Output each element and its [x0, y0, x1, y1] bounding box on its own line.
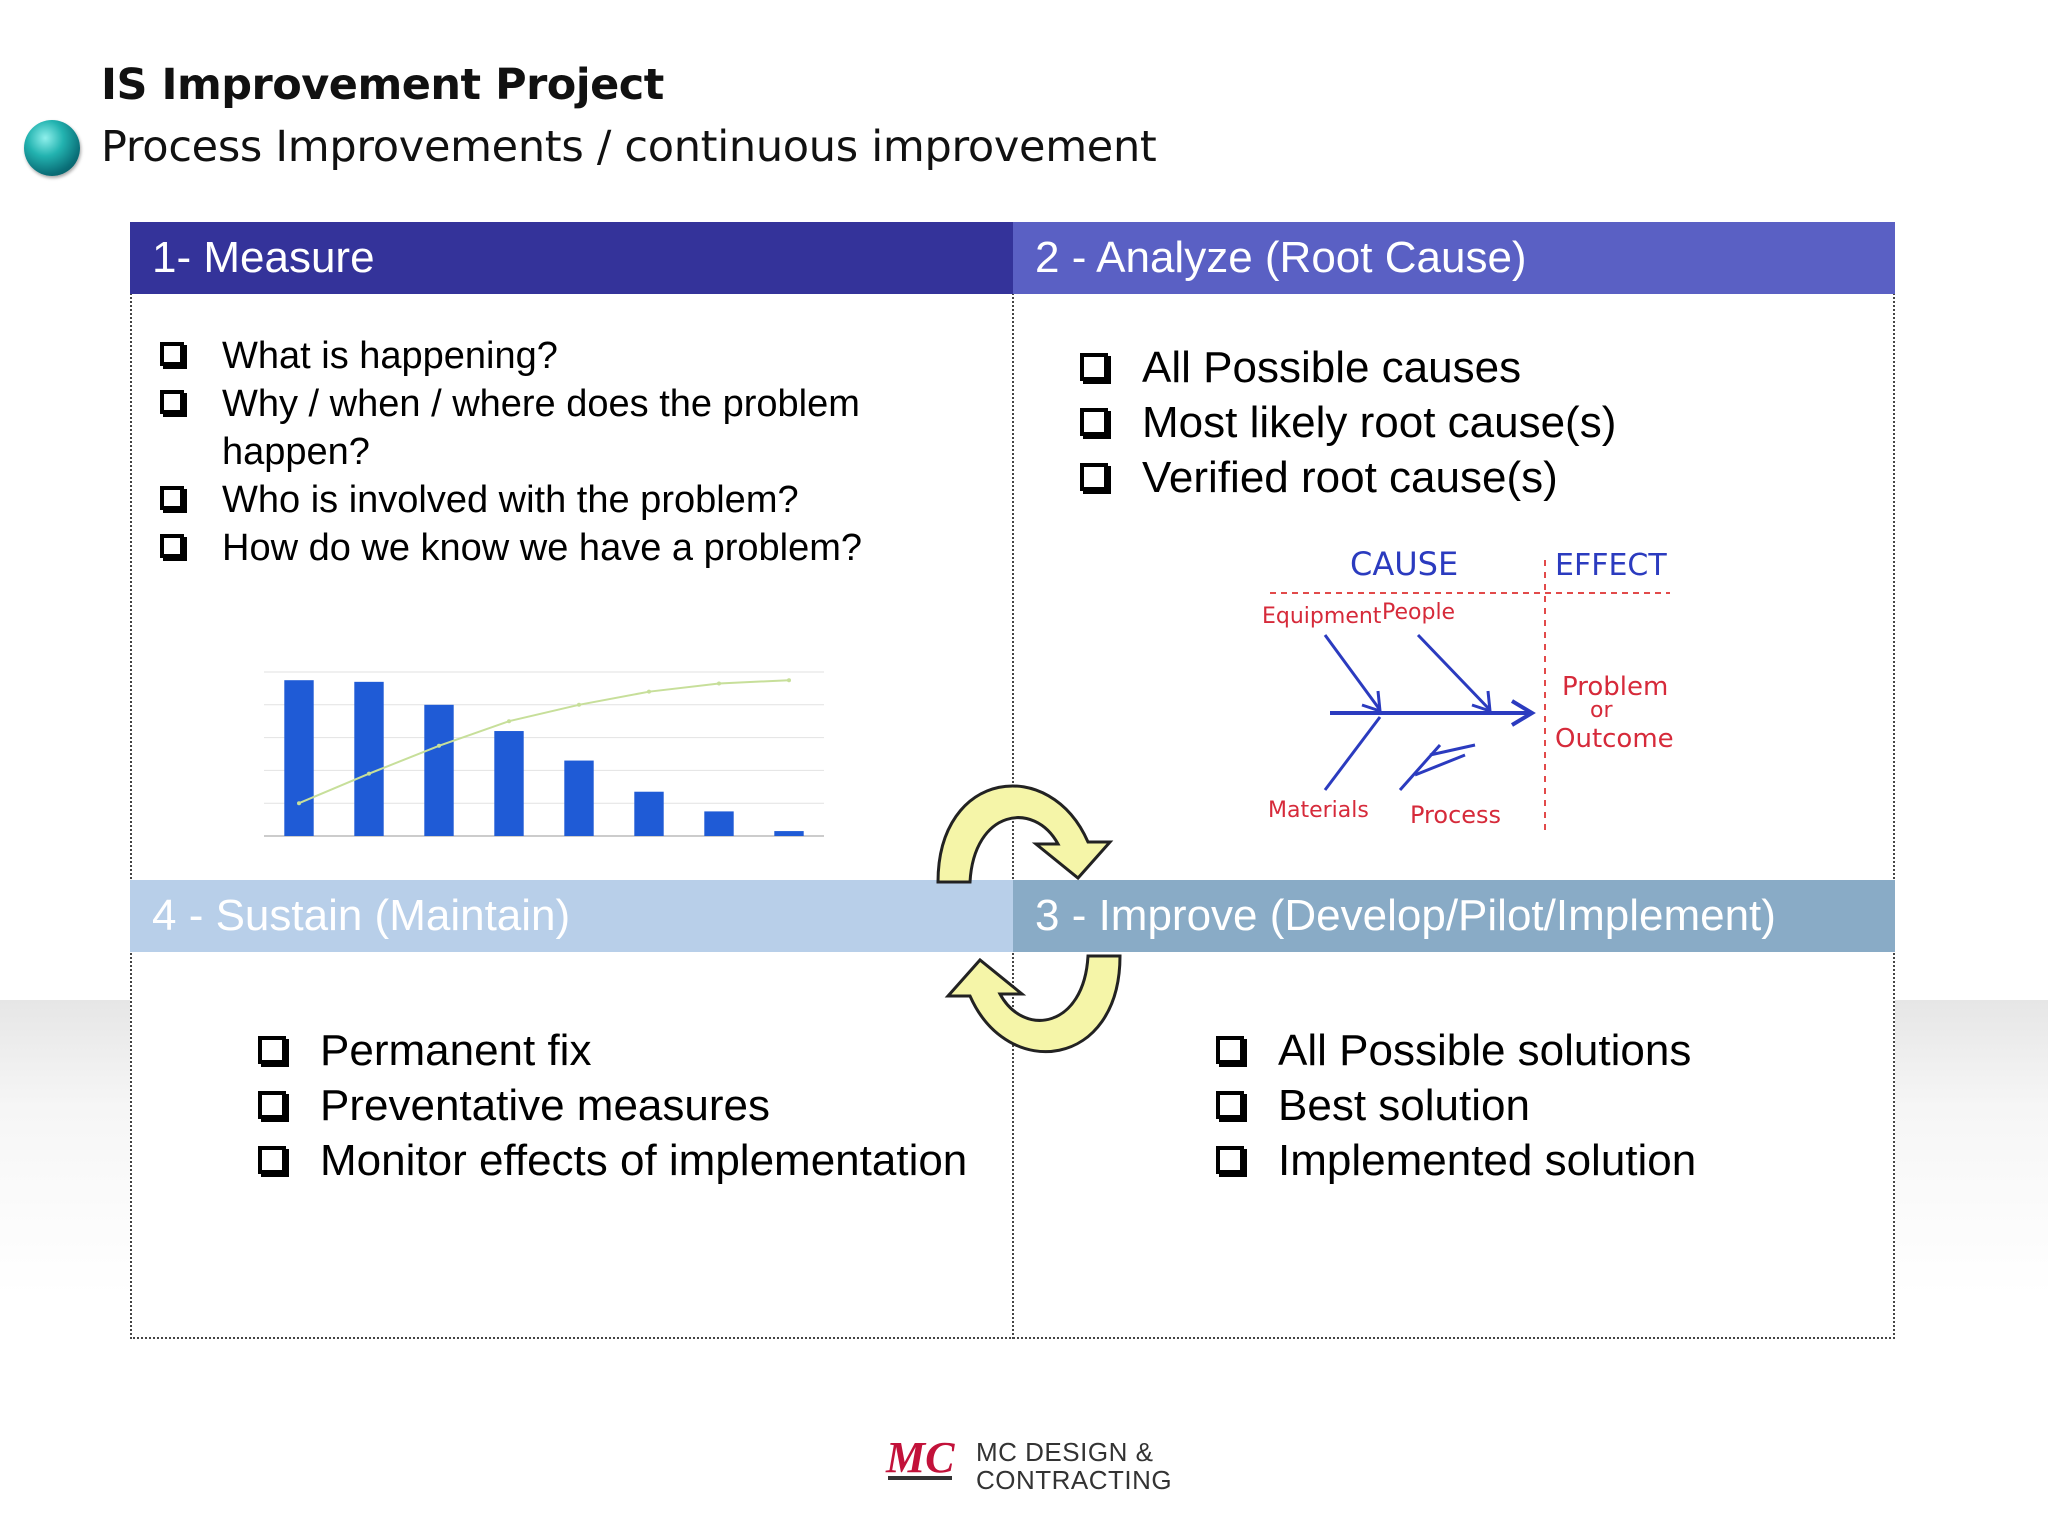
- vertical-divider: [1012, 222, 1014, 1339]
- page-title: IS Improvement Project: [101, 60, 664, 110]
- checkbox-icon: [1080, 408, 1108, 436]
- bullet-orb-icon: [24, 120, 80, 176]
- process-label: Process: [1410, 801, 1501, 829]
- logo-line-1: MC DESIGN &: [976, 1437, 1154, 1467]
- people-bone: [1416, 633, 1492, 712]
- outcome-label-1: Problem: [1562, 672, 1668, 702]
- chart-bar: [424, 704, 454, 836]
- company-logo: MC MC DESIGN & CONTRACTING: [882, 1428, 1172, 1498]
- list-item: All Possible solutions: [1216, 1023, 1856, 1078]
- cumulative-point: [367, 771, 371, 776]
- equipment-label: Equipment: [1262, 604, 1382, 629]
- measure-list: What is happening? Why / when / where do…: [160, 332, 920, 572]
- chart-background: [224, 660, 864, 860]
- cumulative-line: [298, 679, 790, 805]
- list-item: Who is involved with the problem?: [160, 476, 920, 524]
- list-item: What is happening?: [160, 332, 920, 380]
- checkbox-icon: [258, 1036, 286, 1064]
- cycle-arrows-icon: [936, 784, 1122, 1054]
- list-item: All Possible causes: [1080, 340, 1800, 395]
- materials-bone: [1323, 716, 1382, 791]
- pareto-chart: [224, 660, 864, 860]
- list-item: Verified root cause(s): [1080, 450, 1800, 505]
- list-item: Most likely root cause(s): [1080, 395, 1800, 450]
- logo-text: MC DESIGN & CONTRACTING: [976, 1438, 1172, 1494]
- logo-mark-text: MC: [885, 1433, 955, 1482]
- checkbox-icon: [1216, 1146, 1244, 1174]
- checkbox-icon: [1216, 1091, 1244, 1119]
- cycle-arrow-bottom: [944, 954, 1122, 1054]
- process-sub-bone: [1429, 743, 1476, 757]
- spine-arrowhead: [1510, 699, 1536, 727]
- people-label: People: [1382, 600, 1455, 625]
- outcome-label-2: or: [1590, 698, 1613, 723]
- people-bone-arrowhead: [1471, 690, 1492, 714]
- cycle-arrow-top: [936, 784, 1114, 884]
- cumulative-point: [717, 681, 721, 686]
- effect-label: EFFECT: [1555, 548, 1667, 583]
- outcome-label-3: Outcome: [1555, 724, 1674, 754]
- checkbox-icon: [258, 1091, 286, 1119]
- cumulative-point: [577, 702, 581, 707]
- checkbox-icon: [1216, 1036, 1244, 1064]
- equipment-bone-arrowhead: [1361, 690, 1382, 714]
- measure-header: 1- Measure: [130, 222, 1013, 294]
- checkbox-icon: [1080, 353, 1108, 381]
- list-item: Preventative measures: [258, 1078, 978, 1133]
- sustain-list: Permanent fix Preventative measures Moni…: [258, 1023, 978, 1188]
- checkbox-icon: [160, 390, 184, 414]
- chart-bar: [774, 831, 804, 836]
- list-item: Why / when / where does the problem happ…: [160, 380, 920, 476]
- list-item: Permanent fix: [258, 1023, 978, 1078]
- chart-bar: [284, 680, 314, 836]
- checkbox-icon: [160, 534, 184, 558]
- chart-bar: [704, 811, 734, 836]
- mc-logo-mark: MC: [885, 1433, 955, 1482]
- materials-label: Materials: [1268, 798, 1369, 823]
- fishbone-diagram: CAUSE EFFECT Equipment People Materials …: [1262, 545, 1674, 835]
- list-item: Implemented solution: [1216, 1133, 1856, 1188]
- list-item: How do we know we have a problem?: [160, 524, 920, 572]
- process-sub-bone: [1414, 753, 1466, 777]
- checkbox-icon: [160, 486, 184, 510]
- chart-bar: [634, 791, 664, 836]
- list-item: Monitor effects of implementation: [258, 1133, 978, 1188]
- chart-bar: [564, 760, 594, 836]
- cumulative-point: [647, 689, 651, 694]
- sustain-header: 4 - Sustain (Maintain): [130, 880, 1013, 952]
- checkbox-icon: [160, 342, 184, 366]
- page-subtitle: Process Improvements / continuous improv…: [101, 122, 1157, 172]
- cause-label: CAUSE: [1350, 545, 1458, 583]
- checkbox-icon: [258, 1146, 286, 1174]
- equipment-bone: [1323, 634, 1382, 711]
- process-bone: [1398, 744, 1442, 791]
- cumulative-point: [297, 801, 301, 806]
- checkbox-icon: [1080, 463, 1108, 491]
- list-item: Best solution: [1216, 1078, 1856, 1133]
- cumulative-point: [507, 719, 511, 724]
- logo-line-2: CONTRACTING: [976, 1465, 1173, 1495]
- improve-list: All Possible solutions Best solution Imp…: [1216, 1023, 1856, 1188]
- cumulative-point: [437, 743, 441, 748]
- cumulative-point: [787, 678, 791, 683]
- analyze-list: All Possible causes Most likely root cau…: [1080, 340, 1800, 505]
- chart-bar: [354, 681, 384, 836]
- analyze-header: 2 - Analyze (Root Cause): [1013, 222, 1895, 294]
- improve-header: 3 - Improve (Develop/Pilot/Implement): [1013, 880, 1895, 952]
- chart-bar: [494, 731, 524, 836]
